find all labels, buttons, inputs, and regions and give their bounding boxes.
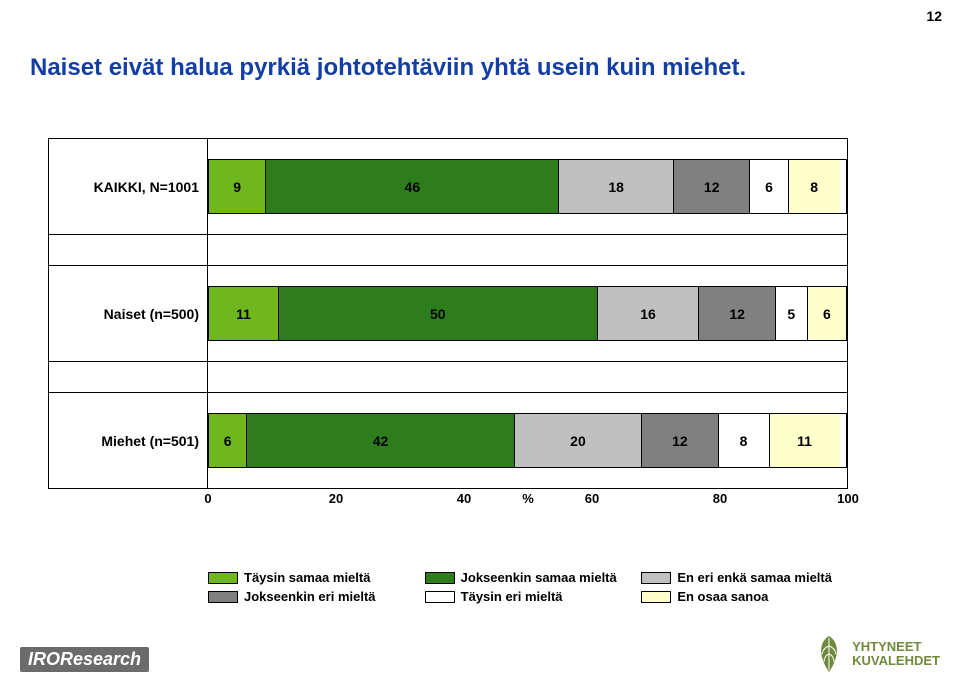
row-plot: 6422012811 [208, 393, 848, 488]
bar-segment: 12 [699, 287, 775, 340]
chart-row: KAIKKI, N=1001946181268 [48, 138, 848, 235]
legend-item: Jokseenkin eri mieltä [208, 589, 415, 604]
bar-segment: 20 [515, 414, 642, 467]
chart-title: Naiset eivät halua pyrkiä johtotehtäviin… [30, 54, 746, 82]
bar-segment: 50 [279, 287, 598, 340]
bar-segment: 9 [209, 160, 266, 213]
row-label: Miehet (n=501) [48, 393, 208, 488]
legend-label: Täysin samaa mieltä [244, 570, 370, 585]
x-tick: 0 [204, 491, 211, 506]
bar-segment: 16 [598, 287, 700, 340]
legend-swatch [425, 591, 455, 603]
footer-right-brand: YHTYNEET KUVALEHDET [812, 634, 940, 674]
bar-segment: 5 [776, 287, 808, 340]
legend-label: En osaa sanoa [677, 589, 768, 604]
footer-left-brand: IROResearch [20, 647, 149, 672]
legend-swatch [208, 572, 238, 584]
legend: Täysin samaa mieltä Jokseenkin samaa miel… [208, 570, 848, 604]
legend-swatch [641, 572, 671, 584]
legend-swatch [208, 591, 238, 603]
row-gap [48, 235, 848, 265]
x-tick: 40 [457, 491, 471, 506]
chart-row: Miehet (n=501)6422012811 [48, 392, 848, 489]
row-plot: 1150161256 [208, 266, 848, 361]
chart-row: Naiset (n=500)1150161256 [48, 265, 848, 362]
row-plot: 946181268 [208, 139, 848, 234]
row-gap [48, 362, 848, 392]
bar-segment: 11 [209, 287, 279, 340]
legend-label: Jokseenkin samaa mieltä [461, 570, 617, 585]
row-label: Naiset (n=500) [48, 266, 208, 361]
x-axis-title: % [522, 491, 534, 506]
legend-swatch [425, 572, 455, 584]
legend-item: En eri enkä samaa mieltä [641, 570, 848, 585]
x-tick: 80 [713, 491, 727, 506]
bar-segment: 42 [247, 414, 515, 467]
bar-segment: 11 [770, 414, 840, 467]
row-label: KAIKKI, N=1001 [48, 139, 208, 234]
x-axis: 020406080100% [48, 489, 848, 509]
legend-item: Jokseenkin samaa mieltä [425, 570, 632, 585]
legend-label: En eri enkä samaa mieltä [677, 570, 832, 585]
x-tick: 60 [585, 491, 599, 506]
bar-segment: 12 [642, 414, 718, 467]
bar-segment: 18 [559, 160, 674, 213]
legend-item: En osaa sanoa [641, 589, 848, 604]
legend-label: Täysin eri mieltä [461, 589, 563, 604]
bar-segment: 6 [750, 160, 788, 213]
brand-line-1: YHTYNEET [852, 640, 940, 654]
x-tick: 100 [837, 491, 859, 506]
bar-segment: 8 [789, 160, 840, 213]
legend-item: Täysin eri mieltä [425, 589, 632, 604]
legend-swatch [641, 591, 671, 603]
brand-line-2: KUVALEHDET [852, 654, 940, 668]
leaf-icon [812, 634, 846, 674]
bar-segment: 6 [209, 414, 247, 467]
bar-segment: 6 [808, 287, 846, 340]
legend-item: Täysin samaa mieltä [208, 570, 415, 585]
bar-segment: 46 [266, 160, 559, 213]
bar-segment: 8 [719, 414, 770, 467]
legend-label: Jokseenkin eri mieltä [244, 589, 376, 604]
page-number: 12 [926, 8, 942, 24]
x-tick: 20 [329, 491, 343, 506]
stacked-bar-chart: KAIKKI, N=1001946181268Naiset (n=500)115… [48, 138, 848, 509]
bar-segment: 12 [674, 160, 750, 213]
